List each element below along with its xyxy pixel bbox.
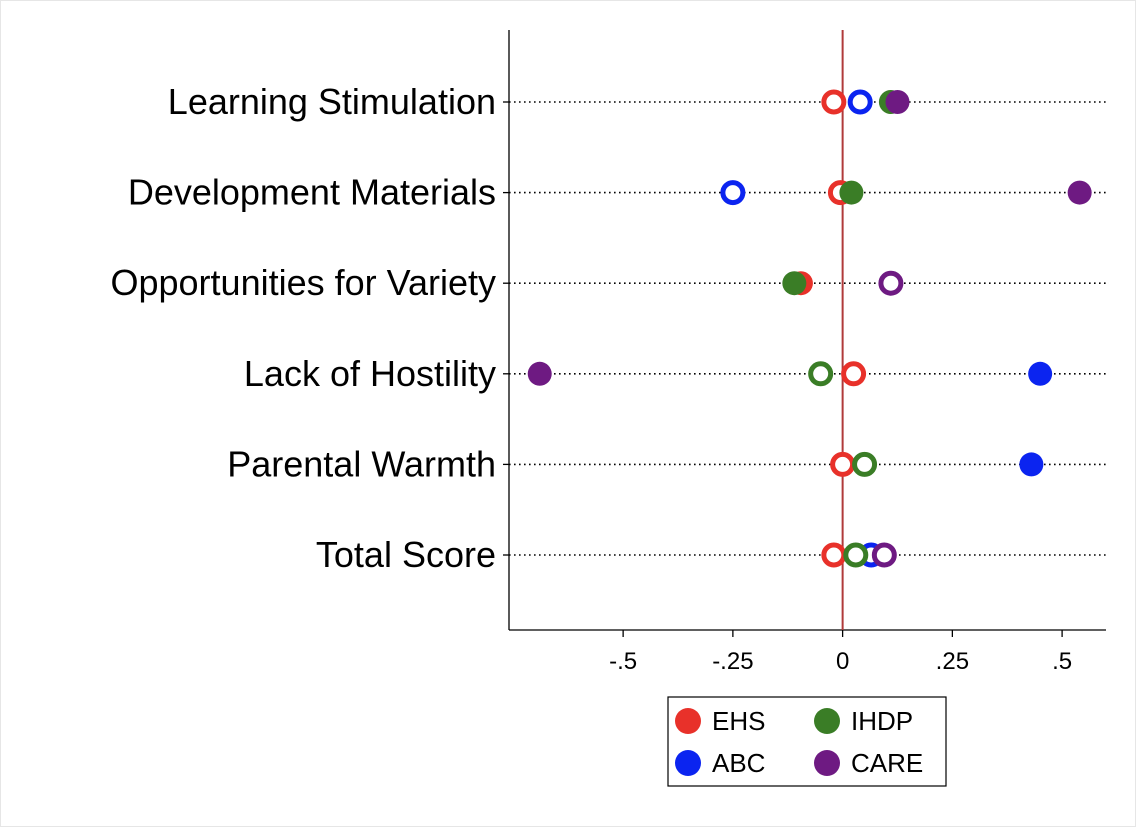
data-point-ihdp — [852, 451, 878, 477]
legend-label: EHS — [712, 706, 765, 736]
data-point-ihdp — [808, 361, 834, 387]
category-rows: Learning Stimulation Development Material… — [110, 81, 1106, 575]
data-point-care — [885, 90, 910, 114]
data-point-abc — [1019, 452, 1044, 477]
legend-marker — [675, 750, 701, 776]
category-label: Lack of Hostility — [244, 353, 496, 394]
legend-label: CARE — [851, 748, 923, 778]
legend-marker — [675, 708, 701, 734]
x-axis-ticks: -.5 -.25 0 .25 .5 — [609, 630, 1072, 675]
legend-marker — [814, 750, 840, 776]
data-points — [527, 89, 1092, 568]
data-point-abc — [1028, 361, 1053, 386]
data-point-care — [871, 542, 897, 568]
data-point-abc — [847, 89, 873, 115]
data-point-ehs — [821, 89, 847, 115]
data-point-ehs — [830, 451, 856, 477]
category-label: Total Score — [316, 534, 496, 575]
data-point-ehs — [841, 361, 867, 387]
data-point-ihdp — [839, 180, 864, 205]
legend-box — [667, 696, 947, 787]
data-point-abc — [720, 180, 746, 206]
x-tick-label: .25 — [936, 648, 969, 675]
category-label: Development Materials — [128, 172, 496, 213]
legend-label: IHDP — [851, 706, 913, 736]
data-point-care — [878, 270, 904, 296]
legend-marker — [814, 708, 840, 734]
data-point-ihdp — [843, 542, 869, 568]
x-tick-label: .5 — [1052, 648, 1072, 675]
category-label: Parental Warmth — [227, 443, 496, 484]
legend-label: ABC — [712, 748, 765, 778]
legend: EHS IHDP ABC CARE — [667, 696, 947, 787]
x-tick-label: -.25 — [712, 648, 753, 675]
category-label: Opportunities for Variety — [110, 262, 496, 303]
data-point-care — [1067, 180, 1092, 205]
data-point-ihdp — [782, 271, 807, 296]
category-label: Learning Stimulation — [168, 81, 496, 122]
data-point-care — [527, 361, 552, 386]
data-point-ehs — [821, 542, 847, 568]
x-tick-label: 0 — [836, 648, 849, 675]
x-tick-label: -.5 — [609, 648, 637, 675]
